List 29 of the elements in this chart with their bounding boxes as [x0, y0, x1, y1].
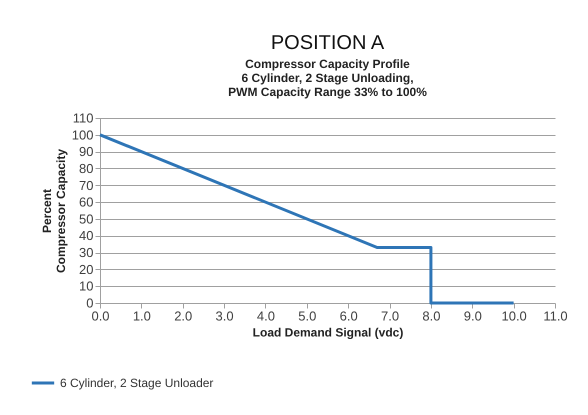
x-tick-label: 4.0: [256, 308, 275, 324]
y-tick-label: 40: [79, 228, 94, 244]
chart-title: POSITION A: [270, 32, 385, 54]
x-tick-label: 1.0: [132, 308, 151, 324]
y-tick-label: 10: [79, 278, 94, 294]
x-tick-label: 3.0: [216, 308, 234, 324]
x-tick-label: 10.0: [501, 308, 527, 324]
x-tick-label: 11.0: [543, 308, 568, 324]
y-tick-label: 100: [72, 127, 94, 142]
x-tick-label: 9.0: [464, 308, 482, 324]
y-tick-label: 60: [79, 194, 94, 210]
y-tick-label: 50: [79, 211, 94, 226]
y-tick-label: 20: [79, 262, 94, 277]
x-tick-label: 6.0: [340, 308, 358, 324]
y-tick-label: 30: [79, 245, 94, 260]
y-tick-label: 70: [79, 178, 94, 193]
x-tick-label: 5.0: [298, 308, 316, 324]
x-tick-label: 7.0: [381, 308, 400, 324]
legend-label: 6 Cylinder, 2 Stage Unloader: [60, 376, 214, 390]
x-axis-title: Load Demand Signal (vdc): [252, 326, 404, 340]
y-axis-title: Percent Compressor Capacity: [40, 148, 68, 274]
y-tick-label: 0: [86, 296, 94, 310]
x-tick-label: 8.0: [422, 308, 440, 324]
y-tick-label: 80: [79, 160, 94, 176]
y-tick-label: 110: [72, 110, 94, 126]
y-tick-label: 90: [79, 144, 94, 160]
x-tick-label: 0.0: [91, 308, 110, 324]
x-tick-label: 2.0: [174, 308, 192, 324]
chart-subtitle: Compressor Capacity Profile 6 Cylinder, 2 Stage Unloading, PWM Capacity Range 33% to 100%: [228, 57, 428, 99]
